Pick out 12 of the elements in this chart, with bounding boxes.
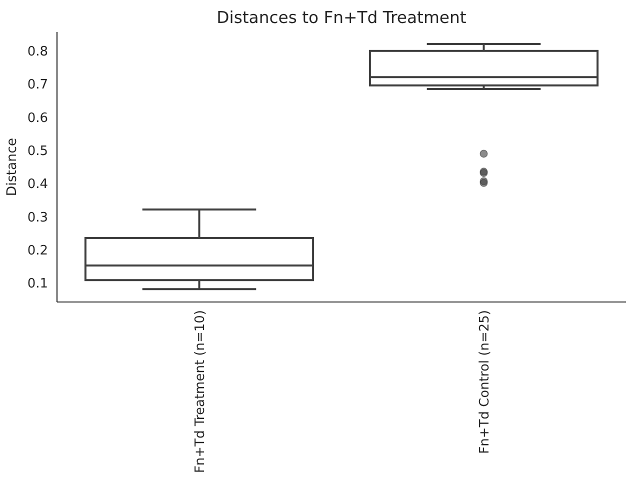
y-tick-label: 0.2 <box>27 243 48 258</box>
y-axis-title: Distance <box>5 138 20 196</box>
y-tick-label: 0.5 <box>27 144 48 159</box>
y-tick-label: 0.8 <box>27 44 48 60</box>
y-tick-label: 0.7 <box>27 78 48 93</box>
x-tick-label: Fn+Td Control (n=25) <box>477 310 492 454</box>
y-tick-label: 0.6 <box>27 110 48 126</box>
x-tick-label: Fn+Td Treatment (n=10) <box>192 310 208 474</box>
y-tick-label: 0.1 <box>27 276 48 292</box>
y-tick-label: 0.3 <box>27 210 48 226</box>
chart-title: Distances to Fn+Td Treatment <box>216 8 467 27</box>
y-tick-label: 0.4 <box>27 177 48 192</box>
